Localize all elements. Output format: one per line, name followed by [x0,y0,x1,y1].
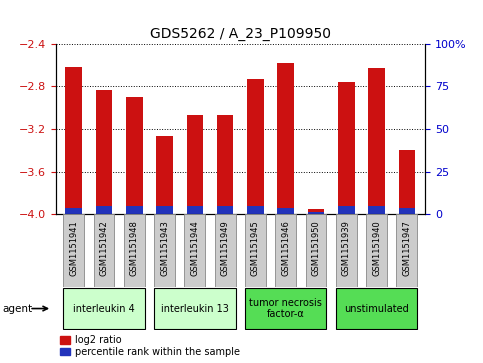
Text: GSM1151950: GSM1151950 [312,220,321,276]
Text: interleukin 13: interleukin 13 [161,303,229,314]
FancyBboxPatch shape [63,214,84,287]
Bar [247,79,264,214]
Bar [217,207,233,214]
Bar [65,208,82,214]
Bar [96,207,113,214]
FancyBboxPatch shape [215,214,236,287]
Bar [156,136,173,214]
Bar [156,207,173,214]
Bar [186,115,203,214]
Bar [277,63,294,214]
Text: GSM1151941: GSM1151941 [69,220,78,276]
FancyBboxPatch shape [185,214,205,287]
Text: GSM1151946: GSM1151946 [281,220,290,276]
Bar [217,115,233,214]
FancyBboxPatch shape [245,214,266,287]
Text: GSM1151948: GSM1151948 [130,220,139,276]
FancyBboxPatch shape [336,287,417,330]
Bar [308,209,325,214]
FancyBboxPatch shape [154,214,175,287]
FancyBboxPatch shape [306,214,327,287]
Text: GSM1151949: GSM1151949 [221,220,229,276]
FancyBboxPatch shape [245,287,327,330]
FancyBboxPatch shape [94,214,114,287]
Text: interleukin 4: interleukin 4 [73,303,135,314]
Text: GSM1151944: GSM1151944 [190,220,199,276]
Bar [247,207,264,214]
Bar [65,67,82,214]
Title: GDS5262 / A_23_P109950: GDS5262 / A_23_P109950 [150,27,331,41]
Text: GSM1151942: GSM1151942 [99,220,109,276]
Bar [186,207,203,214]
Bar [126,205,142,214]
Legend: log2 ratio, percentile rank within the sample: log2 ratio, percentile rank within the s… [60,335,240,357]
FancyBboxPatch shape [366,214,387,287]
FancyBboxPatch shape [397,214,417,287]
Bar [126,97,142,214]
Text: tumor necrosis
factor-α: tumor necrosis factor-α [249,298,322,319]
Text: GSM1151945: GSM1151945 [251,220,260,276]
Bar [338,207,355,214]
FancyBboxPatch shape [154,287,236,330]
FancyBboxPatch shape [63,287,145,330]
Text: GSM1151939: GSM1151939 [342,220,351,276]
Text: GSM1151940: GSM1151940 [372,220,381,276]
Text: agent: agent [2,303,32,314]
Bar [308,212,325,214]
Bar [368,68,385,214]
Bar [277,208,294,214]
Text: GSM1151947: GSM1151947 [402,220,412,276]
Bar [96,90,113,214]
Bar [338,82,355,214]
FancyBboxPatch shape [124,214,145,287]
Text: GSM1151943: GSM1151943 [160,220,169,276]
Bar [398,150,415,214]
FancyBboxPatch shape [275,214,296,287]
Text: unstimulated: unstimulated [344,303,409,314]
FancyBboxPatch shape [336,214,357,287]
Bar [368,207,385,214]
Bar [398,208,415,214]
